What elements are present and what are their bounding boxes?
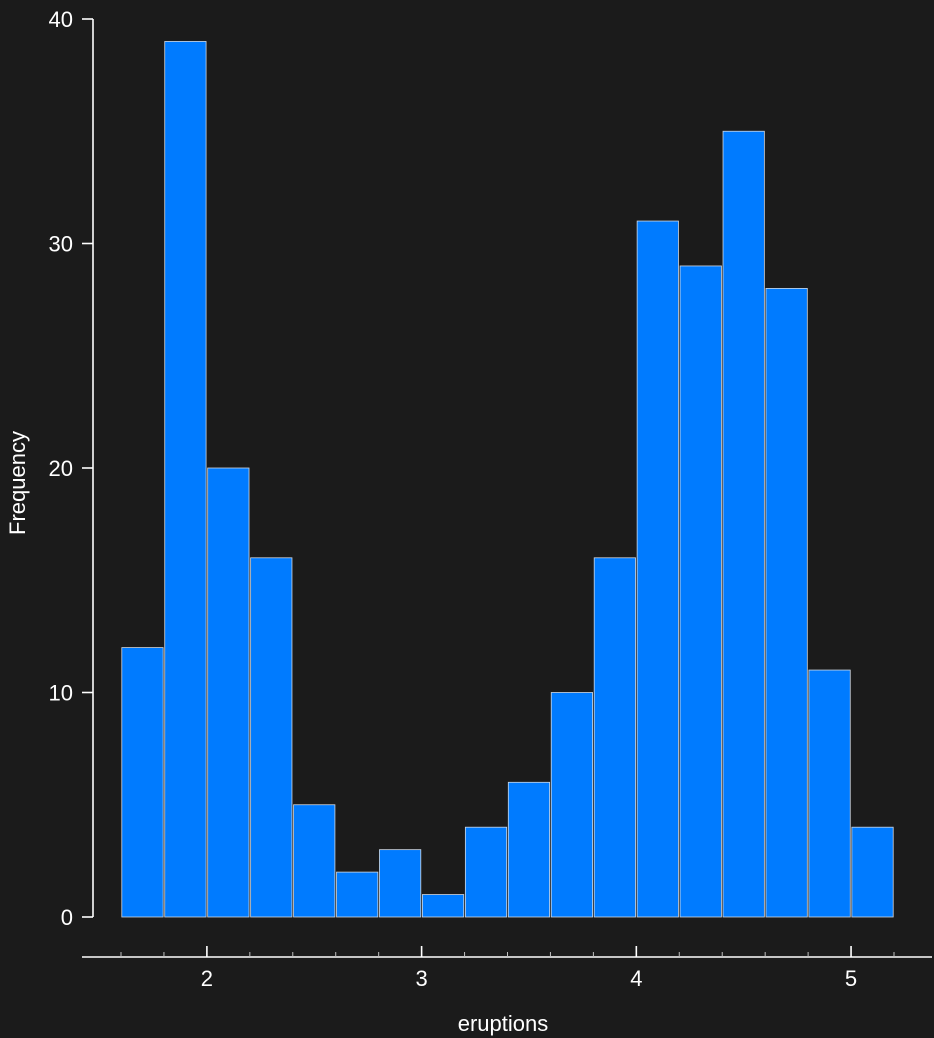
histogram-bar [765, 287, 808, 918]
y-tick-label: 30 [49, 232, 73, 257]
y-tick-label: 40 [49, 7, 73, 32]
x-tick-label: 3 [415, 966, 427, 991]
histogram-bar [636, 220, 679, 918]
histogram-bar [593, 557, 636, 918]
x-tick-label: 2 [201, 966, 213, 991]
bars-group [121, 41, 894, 918]
x-tick-label: 4 [630, 966, 642, 991]
y-tick-label: 20 [49, 456, 73, 481]
histogram-bar [422, 894, 465, 918]
histogram-bar [293, 804, 336, 918]
y-axis: 0 10 20 30 40 [49, 7, 94, 930]
x-axis-title: eruptions [458, 1011, 549, 1036]
histogram-bar [507, 781, 551, 918]
histogram-bar [550, 692, 593, 918]
x-tick-label: 5 [845, 966, 857, 991]
histogram-bar [336, 871, 379, 918]
histogram-bar [379, 849, 422, 918]
histogram-bar [250, 557, 293, 918]
histogram-bar [121, 647, 164, 918]
x-axis: 2 3 4 5 [82, 946, 932, 991]
histogram-bar [851, 826, 894, 918]
histogram-bar [722, 130, 765, 918]
histogram-bar [164, 41, 207, 918]
y-tick-label: 0 [61, 905, 73, 930]
histogram-bar [808, 669, 851, 918]
y-tick-label: 10 [49, 681, 73, 706]
histogram-bar [679, 265, 722, 918]
histogram-bar [207, 467, 250, 918]
y-axis-title: Frequency [5, 431, 30, 535]
histogram-bar [464, 826, 508, 918]
